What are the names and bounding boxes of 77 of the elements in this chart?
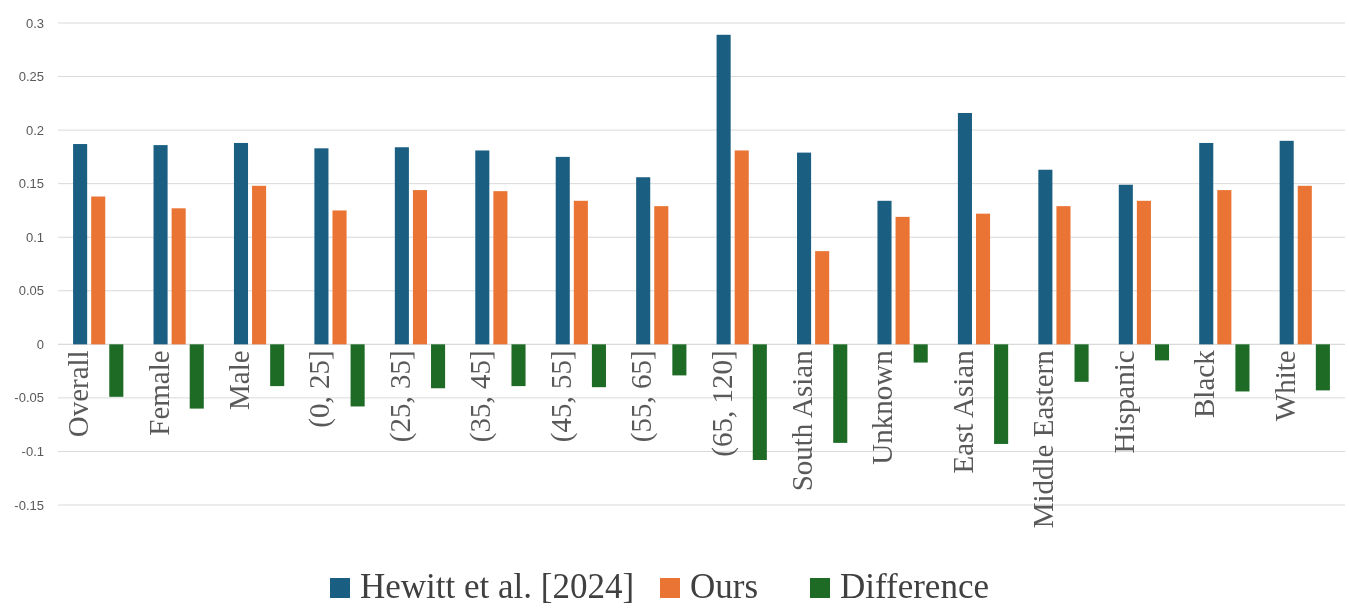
bar [1235, 344, 1250, 392]
bar [252, 185, 267, 345]
x-tick-label: (25, 35] [383, 350, 417, 443]
bar [350, 344, 365, 407]
bar [636, 177, 651, 345]
bar [716, 34, 731, 345]
bar [1074, 344, 1089, 382]
legend-label: Difference [840, 567, 989, 606]
x-tick-label: Middle Eastern [1027, 349, 1060, 529]
x-tick-label: (65, 120] [705, 350, 739, 457]
y-tick-label: 0.2 [25, 122, 44, 138]
bar [1217, 190, 1232, 345]
y-tick-label: 0 [36, 336, 44, 352]
bar [555, 156, 570, 345]
bar [752, 344, 767, 461]
y-tick-label: 0.3 [25, 15, 44, 31]
bar [797, 152, 812, 345]
bar [1136, 200, 1151, 345]
y-tick-label: 0.1 [25, 229, 44, 245]
bar [895, 216, 910, 345]
bar [994, 344, 1009, 444]
bar [73, 144, 88, 345]
bar [1154, 344, 1170, 361]
y-tick-label: -0.05 [14, 390, 44, 406]
x-tick-label: Unknown [866, 349, 899, 465]
bar [475, 150, 490, 345]
bar [957, 112, 972, 345]
x-tick-label: Overall [62, 350, 95, 438]
bar [511, 344, 526, 387]
x-tick-label: Hispanic [1107, 350, 1140, 454]
y-tick-label: 0.05 [18, 283, 44, 299]
bar [493, 191, 508, 345]
bar [591, 344, 606, 388]
bar [573, 200, 588, 345]
bar [1297, 185, 1312, 345]
x-tick-label: (0, 25] [303, 350, 337, 428]
y-tick-label: 0.25 [18, 69, 44, 85]
legend-label: Ours [690, 567, 759, 606]
bar [1118, 184, 1133, 345]
x-tick-label: East Asian [946, 349, 979, 474]
legend-label: Hewitt et al. [2024] [360, 567, 635, 606]
y-tick-label: -0.15 [14, 497, 44, 513]
x-tick-label: South Asian [786, 349, 819, 492]
x-tick-label: (35, 45] [464, 350, 498, 443]
bar [1315, 344, 1330, 391]
bar [815, 251, 830, 345]
bar [314, 148, 329, 345]
bar [171, 208, 186, 345]
bar [833, 344, 848, 443]
y-tick-label: 0.15 [18, 176, 44, 192]
bar [877, 200, 892, 345]
bar [1038, 169, 1053, 345]
bar [734, 150, 749, 345]
x-tick-label: Male [223, 350, 255, 410]
bar [332, 210, 347, 345]
bar [1199, 142, 1214, 345]
bar [394, 147, 409, 345]
bar [431, 344, 446, 389]
x-tick-label: White [1268, 350, 1301, 422]
bar [672, 344, 687, 376]
bar [975, 213, 991, 345]
bar [91, 196, 106, 345]
bar [1056, 206, 1071, 345]
bar [1279, 140, 1294, 345]
bar [412, 190, 428, 345]
bar [913, 344, 928, 363]
y-tick-label: -0.1 [21, 443, 44, 459]
bar [153, 145, 168, 345]
x-tick-label: Black [1188, 349, 1221, 418]
bar [270, 344, 285, 387]
x-tick-label: Female [142, 350, 175, 436]
bar [189, 344, 204, 409]
x-tick-label: (55, 65] [625, 350, 659, 443]
bar [654, 206, 669, 345]
bar [233, 142, 249, 345]
bar [109, 344, 124, 397]
x-tick-label: (45, 55] [544, 350, 578, 443]
